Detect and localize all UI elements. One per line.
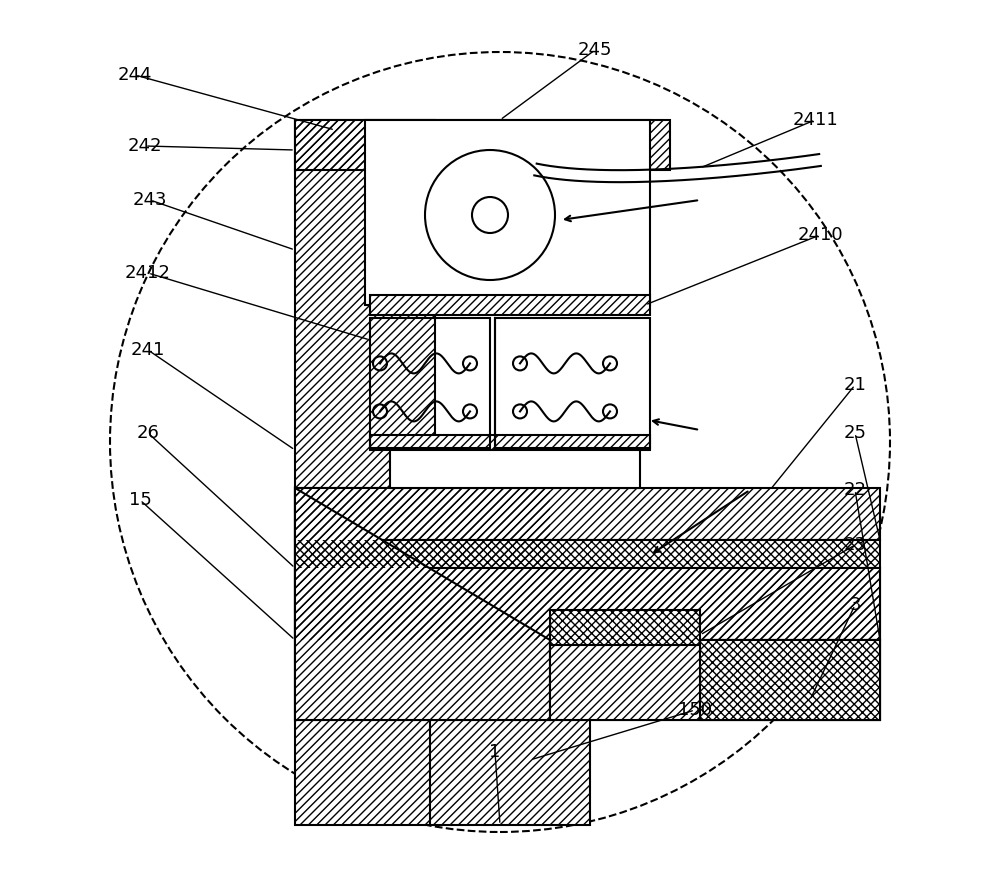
Bar [700,640,880,720]
Bar [550,568,880,720]
Bar [295,488,550,720]
Text: 25: 25 [844,424,866,442]
Text: 243: 243 [133,191,167,209]
Text: 22: 22 [844,481,866,499]
Bar [295,540,880,568]
Text: 241: 241 [131,341,165,359]
Bar [430,720,590,825]
Text: 2411: 2411 [792,111,838,129]
Bar [295,488,880,540]
Bar [370,435,650,450]
Bar [365,120,650,305]
Bar [370,295,650,315]
Text: 15: 15 [129,491,151,509]
Circle shape [472,197,508,233]
Text: 1: 1 [489,743,501,761]
Bar [295,488,550,720]
Text: 21: 21 [844,376,866,394]
Text: 150: 150 [678,701,712,719]
Bar [700,640,880,720]
Polygon shape [550,640,880,720]
Text: 26: 26 [137,424,159,442]
Bar [370,318,490,448]
Text: 242: 242 [128,137,162,155]
Bar [295,488,880,540]
Bar [550,610,700,645]
Bar [495,318,650,448]
Bar [430,720,590,825]
Text: 2410: 2410 [797,226,843,244]
Text: 2412: 2412 [125,264,171,282]
Bar [295,120,670,170]
Polygon shape [295,488,550,720]
Bar [550,568,880,720]
Bar [295,120,435,825]
Bar [295,120,670,170]
Text: 23: 23 [844,536,866,554]
Text: 244: 244 [118,66,152,84]
Text: 3: 3 [849,596,861,614]
Bar [295,568,880,640]
Bar [295,120,435,825]
Bar [550,610,700,645]
Bar [390,450,640,488]
Text: 245: 245 [578,41,612,59]
Bar [295,568,880,640]
Bar [295,540,880,568]
